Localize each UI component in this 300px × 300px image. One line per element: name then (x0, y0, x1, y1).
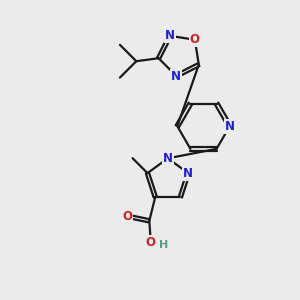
Text: H: H (159, 240, 168, 250)
Text: O: O (190, 33, 200, 46)
Text: N: N (165, 29, 175, 42)
Text: O: O (146, 236, 156, 249)
Text: N: N (225, 120, 235, 133)
Text: N: N (183, 167, 193, 180)
Text: N: N (163, 152, 173, 165)
Text: O: O (122, 210, 132, 223)
Text: N: N (171, 70, 182, 83)
